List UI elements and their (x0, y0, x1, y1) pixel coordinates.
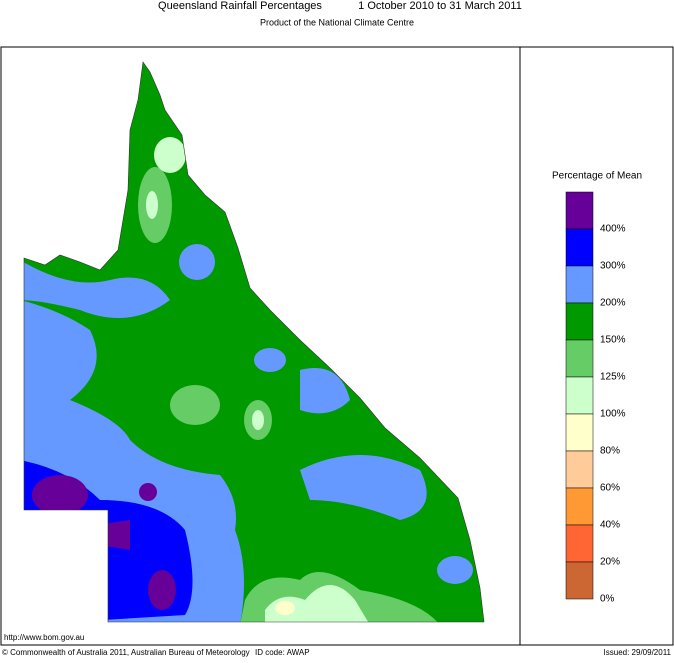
legend-label: 20% (600, 557, 620, 568)
rainfall-map (24, 62, 484, 622)
frame (0, 46, 674, 646)
region-100 (146, 191, 158, 219)
legend-swatch (565, 339, 594, 378)
period: 1 October 2010 to 31 March 2011 (358, 0, 522, 12)
region-400 (139, 483, 157, 501)
region-200 (254, 348, 286, 372)
title: Queensland Rainfall Percentages (158, 0, 322, 12)
legend-swatch (565, 450, 594, 489)
legend-title: Percentage of Mean (552, 171, 642, 182)
region-200 (24, 260, 170, 318)
region-400 (32, 475, 88, 515)
region-100 (265, 585, 370, 622)
legend-label: 400% (600, 224, 626, 235)
legend-label: 100% (600, 409, 626, 420)
legend-label: 300% (600, 261, 626, 272)
legend-swatch (565, 413, 594, 452)
copyright: © Commonwealth of Australia 2011, Austra… (2, 648, 250, 657)
region-200 (300, 368, 350, 414)
region-100 (252, 410, 264, 430)
region-125 (170, 385, 220, 425)
region-400 (95, 520, 130, 550)
url: http://www.bom.gov.au (4, 633, 84, 642)
region-100 (154, 137, 186, 173)
region-80 (275, 601, 295, 615)
legend-swatch (565, 191, 594, 230)
subtitle: Product of the National Climate Centre (260, 17, 414, 27)
legend: 400% 300% 200% 150% 125% 100% 80% 60% 40% 20% 0% (565, 191, 626, 605)
region-200 (300, 455, 427, 520)
region-200 (437, 556, 473, 584)
legend-label: 60% (600, 483, 620, 494)
legend-label: 200% (600, 298, 626, 309)
region-400 (148, 570, 176, 610)
legend-label: 125% (600, 372, 626, 383)
legend-swatch (565, 487, 594, 526)
id-code: ID code: AWAP (255, 648, 310, 657)
region-200 (179, 244, 215, 280)
issued: Issued: 29/09/2011 (604, 648, 672, 657)
state-outline (23, 61, 485, 623)
legend-swatch (565, 302, 594, 341)
legend-swatch (565, 524, 594, 563)
legend-label: 40% (600, 520, 620, 531)
legend-label: 150% (600, 335, 626, 346)
legend-swatch (565, 265, 594, 304)
legend-swatch (565, 376, 594, 415)
legend-swatch (565, 228, 594, 267)
legend-swatch (565, 561, 594, 600)
legend-label: 80% (600, 446, 620, 457)
legend-label: 0% (600, 594, 615, 605)
